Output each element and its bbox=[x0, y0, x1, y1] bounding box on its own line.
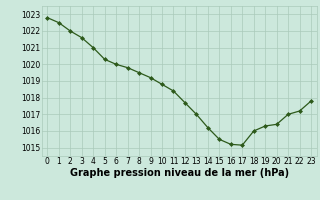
X-axis label: Graphe pression niveau de la mer (hPa): Graphe pression niveau de la mer (hPa) bbox=[70, 168, 289, 178]
